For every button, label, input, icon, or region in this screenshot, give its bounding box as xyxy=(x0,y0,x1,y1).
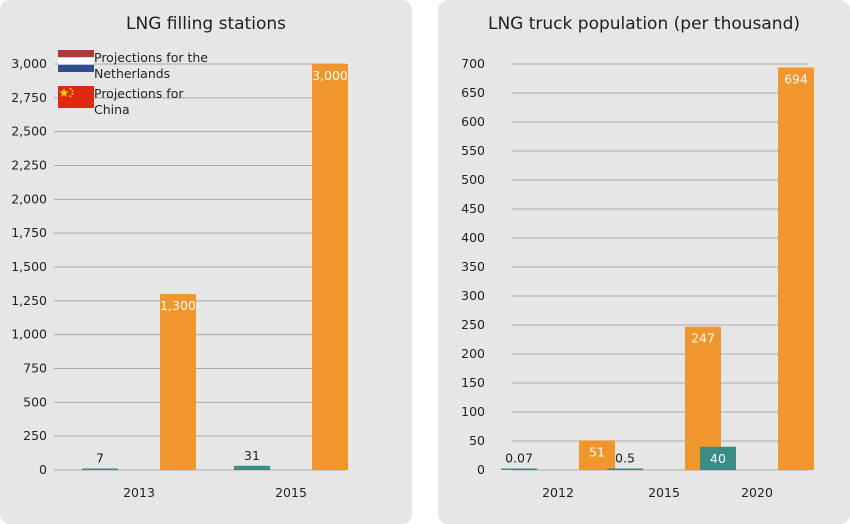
bar xyxy=(312,64,348,470)
y-tick-label: 700 xyxy=(461,56,485,71)
chart-title: LNG filling stations xyxy=(126,14,286,34)
chart-title: LNG truck population (per thousand) xyxy=(487,14,801,34)
y-tick-label: 550 xyxy=(461,143,485,158)
y-tick-label: 600 xyxy=(461,114,485,129)
y-tick-label: 0 xyxy=(477,462,485,477)
bar-value-label: 694 xyxy=(784,71,808,86)
y-tick-label: 2,000 xyxy=(11,191,47,206)
bar xyxy=(778,67,814,470)
x-category-label: 2015 xyxy=(648,485,680,500)
bar-value-label: 0.07 xyxy=(505,451,533,466)
y-tick-label: 400 xyxy=(461,230,485,245)
bar-value-label: 3,000 xyxy=(312,68,348,83)
x-category-label: 2013 xyxy=(123,485,155,500)
y-tick-label: 150 xyxy=(461,375,485,390)
legend-label-netherlands: Projections for the Netherlands xyxy=(94,50,208,81)
y-tick-label: 1,750 xyxy=(11,225,47,240)
bar xyxy=(579,440,615,470)
y-tick-label: 1,250 xyxy=(11,293,47,308)
y-tick-label: 300 xyxy=(461,288,485,303)
bar-value-label: 1,300 xyxy=(160,298,196,313)
bar xyxy=(160,294,196,470)
bar-value-label: 0.5 xyxy=(615,451,635,466)
x-category-label: 2012 xyxy=(542,485,574,500)
legend-label-china: Projections for China xyxy=(94,86,184,117)
netherlands-flag-icon xyxy=(58,50,94,72)
bar xyxy=(685,326,721,470)
y-tick-label: 500 xyxy=(461,172,485,187)
y-tick-label: 1,000 xyxy=(11,327,47,342)
y-tick-label: 1,500 xyxy=(11,259,47,274)
bar xyxy=(501,468,537,470)
y-tick-label: 2,500 xyxy=(11,124,47,139)
bar xyxy=(82,468,118,470)
y-tick-label: 0 xyxy=(39,462,47,477)
bar-value-label: 247 xyxy=(691,331,715,346)
truck-population-chart: 0 50 100 150 200 250 300 350 400 450 500 550 600 650 7… xyxy=(461,56,814,500)
y-tick-label: 250 xyxy=(23,428,47,443)
right-chart-panel: LNG truck population (per thousand) 0 50 1… xyxy=(438,0,850,524)
x-category-label: 2020 xyxy=(741,485,773,500)
legend: Projections for the Netherlands Projecti… xyxy=(58,50,258,122)
y-tick-label: 100 xyxy=(461,404,485,419)
y-tick-label: 250 xyxy=(461,317,485,332)
y-tick-label: 2,250 xyxy=(11,158,47,173)
china-flag-icon xyxy=(58,86,94,108)
y-tick-label: 3,000 xyxy=(11,56,47,71)
bar-value-label: 7 xyxy=(96,451,104,466)
bar xyxy=(700,446,736,470)
y-tick-label: 200 xyxy=(461,346,485,361)
y-tick-label: 450 xyxy=(461,201,485,216)
bar xyxy=(607,468,643,470)
y-tick-label: 500 xyxy=(23,394,47,409)
y-tick-label: 350 xyxy=(461,259,485,274)
bar-value-label: 40 xyxy=(710,451,726,466)
y-tick-label: 2,750 xyxy=(11,90,47,105)
filling-stations-chart: 0 250 500 750 1,000 1,250 1,500 1,750 2,000 2,250… xyxy=(11,56,348,500)
bar-value-label: 51 xyxy=(589,444,605,459)
y-tick-label: 650 xyxy=(461,85,485,100)
bar xyxy=(234,465,270,470)
bar-value-label: 31 xyxy=(244,448,260,463)
left-chart-panel: LNG filling stations 0 250 500 750 1,000 1,25… xyxy=(0,0,412,524)
y-tick-label: 750 xyxy=(23,361,47,376)
x-category-label: 2015 xyxy=(275,485,307,500)
legend-item-netherlands: Projections for the Netherlands xyxy=(58,50,258,86)
legend-item-china: Projections for China xyxy=(58,86,258,122)
y-tick-label: 50 xyxy=(469,433,485,448)
